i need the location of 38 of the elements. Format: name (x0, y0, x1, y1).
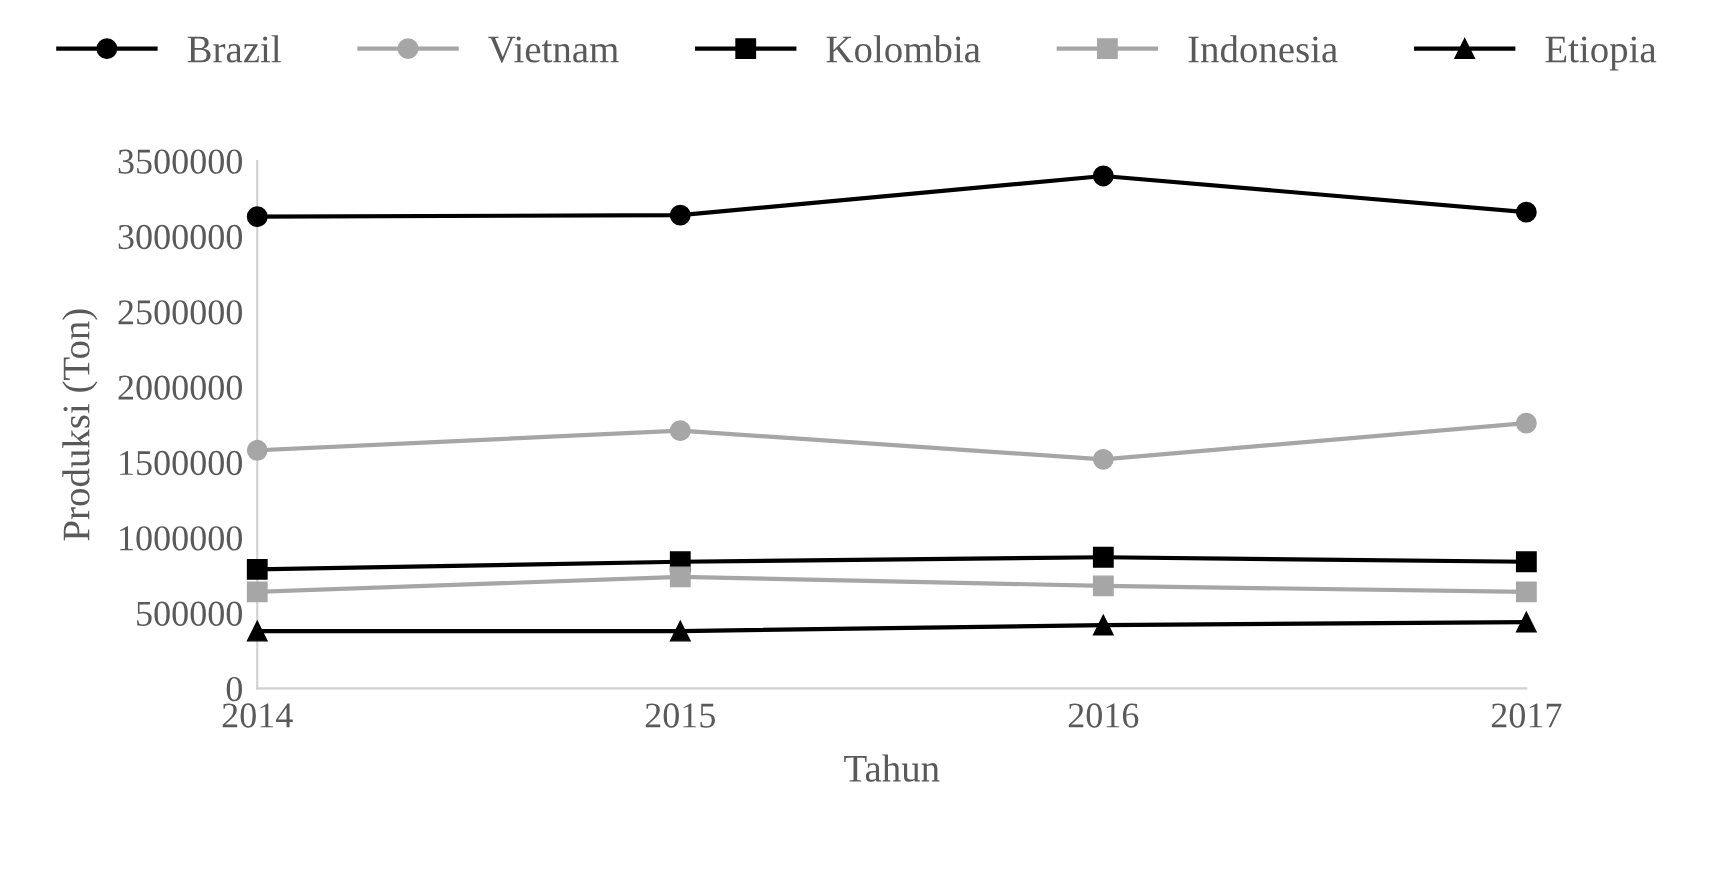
legend-label: Etiopia (1545, 36, 1657, 71)
point (1515, 412, 1537, 434)
y-tick-label: 1500000 (120, 450, 242, 476)
point (246, 558, 268, 580)
y-tick-label: 3000000 (118, 224, 242, 250)
point (669, 204, 691, 226)
y-axis-title: Produksi (Ton) (62, 309, 98, 541)
x-tick-label: 2015 (645, 703, 715, 728)
point (669, 566, 691, 588)
legend-label: Brazil (187, 35, 281, 63)
y-tick-label: 2000000 (118, 375, 242, 400)
point (1092, 575, 1114, 597)
point (246, 439, 268, 461)
point (1515, 551, 1537, 573)
x-tick-label: 2017 (1491, 703, 1562, 728)
point (669, 420, 691, 442)
point (246, 581, 268, 603)
point (246, 620, 268, 642)
x-tick-label: 2014 (222, 703, 293, 728)
y-tick-label: 0 (226, 676, 242, 702)
x-tick-label: 2016 (1068, 703, 1139, 728)
y-tick-label: 1000000 (120, 526, 242, 551)
y-tick-label: 2500000 (118, 300, 242, 325)
point (1092, 165, 1114, 187)
point (246, 206, 268, 228)
y-tick-label: 3500000 (118, 149, 242, 174)
point (669, 620, 691, 642)
x-axis-title: Tahun (844, 754, 940, 782)
point (1092, 448, 1114, 470)
legend-label: Indonesia (1188, 35, 1338, 63)
point (1092, 546, 1114, 568)
legend-label: Vietnam (488, 36, 619, 63)
point (1515, 581, 1537, 603)
legend-label: Kolombia (826, 35, 981, 63)
point (1515, 611, 1537, 633)
point (1515, 201, 1537, 223)
y-tick-label: 500000 (137, 601, 242, 626)
point (1092, 614, 1114, 636)
